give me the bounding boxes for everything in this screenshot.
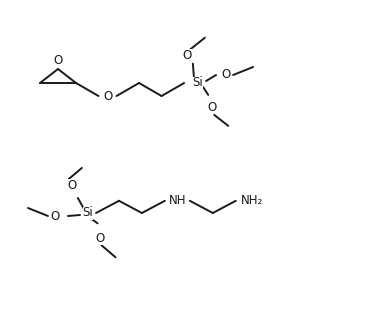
Text: O: O <box>67 179 77 193</box>
Text: O: O <box>207 101 217 114</box>
Text: O: O <box>182 49 192 62</box>
Text: NH₂: NH₂ <box>241 194 263 207</box>
Text: O: O <box>53 54 63 66</box>
Text: Si: Si <box>83 206 93 220</box>
Text: O: O <box>95 232 104 245</box>
Text: O: O <box>221 68 231 82</box>
Text: NH: NH <box>169 194 187 207</box>
Text: Si: Si <box>193 76 204 90</box>
Text: O: O <box>50 210 60 222</box>
Text: O: O <box>103 90 112 102</box>
